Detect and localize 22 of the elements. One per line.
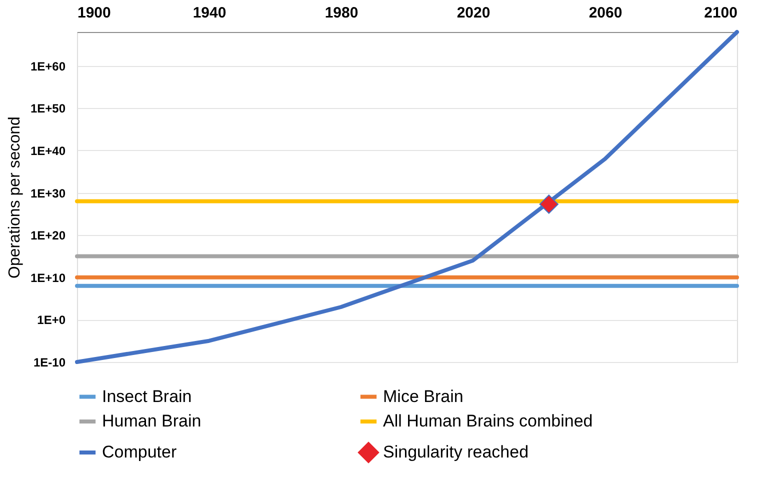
x-tick-label: 2020: [456, 4, 490, 22]
y-tick-label: 1E+50: [30, 102, 66, 116]
y-tick-label: 1E+20: [30, 228, 66, 243]
y-tick-label: 1E+10: [30, 270, 66, 285]
x-tick-label: 2100: [704, 4, 738, 22]
legend-label: Singularity reached: [383, 442, 529, 462]
y-tick-label: 1E+0: [37, 313, 66, 328]
legend-label: Computer: [102, 442, 177, 462]
legend-label: All Human Brains combined: [383, 412, 593, 430]
y-axis-title: Operations per second: [6, 116, 24, 278]
y-tick-label: 1E+40: [30, 144, 66, 158]
y-tick-label: 1E-10: [33, 356, 66, 370]
y-tick-label: 1E+60: [30, 59, 66, 74]
x-tick-label: 2060: [588, 4, 622, 22]
legend-label: Human Brain: [102, 412, 202, 430]
y-tick-label: 1E+30: [30, 186, 66, 200]
x-tick-label: 1940: [192, 4, 226, 22]
line-series: [75, 30, 739, 364]
legend-label: Mice Brain: [383, 386, 464, 406]
x-tick-label: 1900: [78, 4, 111, 22]
x-tick-label: 1980: [324, 4, 358, 22]
legend-label: Insect Brain: [102, 386, 192, 406]
